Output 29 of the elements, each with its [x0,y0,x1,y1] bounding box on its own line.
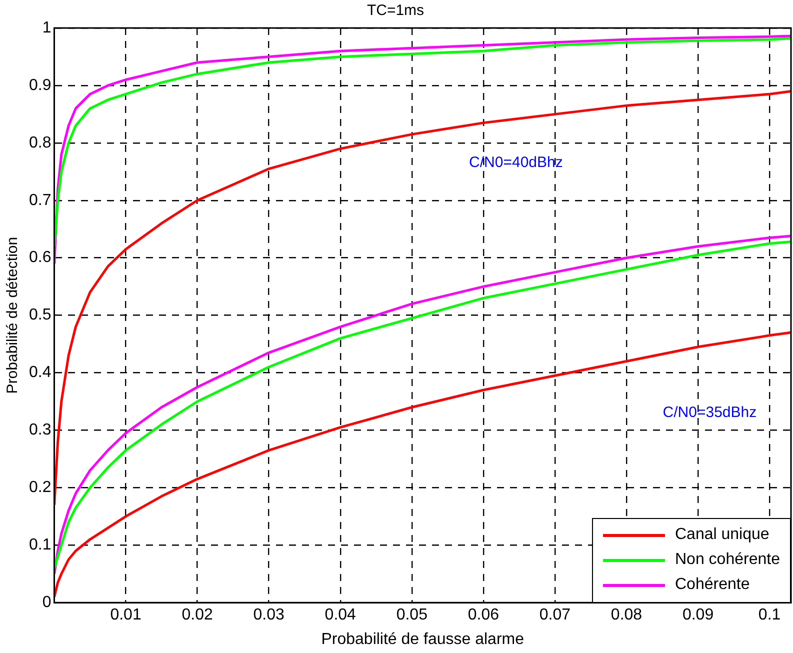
y-tick-label: 0.6 [28,249,52,266]
x-tick-label: 0.01 [110,606,142,624]
x-tick-label: 0.05 [396,606,428,624]
x-axis-title: Probabilité de fausse alarme [321,630,524,648]
y-tick-label: 0.2 [28,479,52,496]
y-tick-label: 0.7 [28,192,52,209]
y-tick-label: 0.9 [28,76,52,94]
x-tick-label: 0.02 [182,606,213,624]
annotation: C/N0=35dBhz [662,404,757,422]
x-tick-label: 0.08 [610,606,642,624]
x-tick-label: 0.09 [682,606,714,624]
x-tick-label: 0.06 [468,606,500,624]
x-tick-label: 0.1 [758,606,781,624]
chart-title: TC=1ms [366,2,424,20]
y-axis-title: Probabilité de détection [4,236,22,394]
y-tick-label: 0.4 [28,364,52,382]
legend-label: Cohérente [675,576,750,594]
y-tick-label: 0.1 [28,536,52,554]
y-tick-label: 0 [42,594,52,612]
annotation: C/N0=40dBhz [469,154,563,172]
y-tick-label: 0.5 [28,306,52,324]
y-tick-label: 0.3 [28,422,52,439]
x-tick-label: 0.07 [539,606,571,624]
y-tick-label: 1 [42,19,52,36]
x-tick-label: 0.04 [324,606,356,624]
legend-label: Non cohérente [675,551,780,570]
y-tick-label: 0.8 [28,134,52,152]
x-tick-label: 0.03 [253,606,285,624]
legend-label: Canal unique [675,526,770,544]
